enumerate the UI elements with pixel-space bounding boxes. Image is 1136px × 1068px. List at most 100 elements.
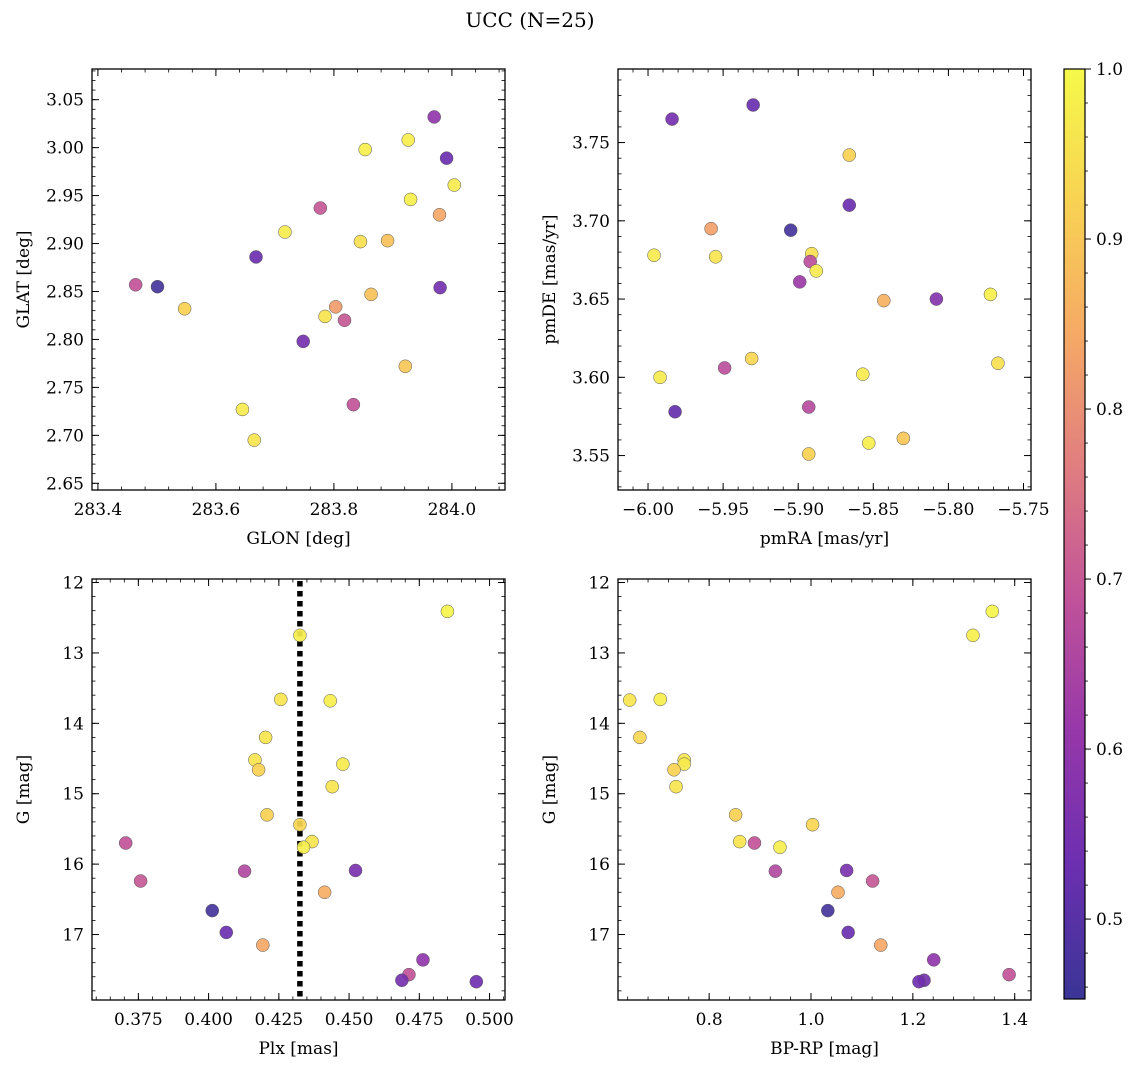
y-tick-label: 17: [62, 926, 84, 946]
scatter-point: [653, 692, 668, 707]
x-tick-label: −5.80: [922, 500, 974, 520]
scatter-point: [668, 404, 682, 419]
scatter-point: [665, 112, 679, 126]
scatter-point: [133, 874, 148, 888]
scatter-point: [260, 808, 274, 822]
scatter-point: [805, 817, 820, 832]
y-tick-label: 16: [62, 855, 84, 875]
scatter-point: [328, 300, 343, 314]
scatter-point: [669, 779, 683, 794]
y-axis-label: G [mag]: [14, 755, 34, 824]
y-tick-label: 2.90: [46, 235, 84, 255]
plot-frame: [617, 578, 1032, 1001]
scatter-point: [177, 301, 192, 316]
y-tick-label: 17: [588, 926, 610, 946]
scatter-point: [809, 264, 823, 278]
y-tick-label: 2.70: [46, 426, 84, 446]
scatter-point: [433, 280, 447, 295]
scatter-point: [926, 953, 941, 967]
scatter-point: [346, 397, 361, 412]
panel-pmra-pmde: −6.00 −5.95 −5.90 −5.85 −5.80 −5.75 3.55 3.60 3.…: [540, 68, 1050, 549]
scatter-point: [427, 110, 441, 124]
y-tick-label: 3.70: [572, 212, 610, 232]
x-tick-label: 0.8: [696, 1010, 723, 1030]
scatter-point: [622, 693, 637, 707]
x-axis-label: BP-RP [mag]: [770, 1039, 879, 1059]
x-tick-label: 0.475: [395, 1010, 444, 1030]
x-tick-label: 1.0: [797, 1010, 824, 1030]
plot-frame: [617, 68, 1032, 491]
scatter-point: [416, 953, 430, 967]
scatter-point: [274, 692, 288, 707]
scatter-point: [395, 973, 409, 988]
x-tick-label: 1.4: [1001, 1010, 1028, 1030]
x-tick-label: 0.500: [465, 1010, 514, 1030]
scatter-point: [653, 370, 667, 385]
scatter-point: [877, 293, 891, 308]
scatter-point: [432, 208, 447, 222]
scatter-point: [792, 275, 807, 289]
y-tick-label: 2.65: [46, 474, 84, 494]
scatter-point: [783, 223, 798, 237]
scatter-point: [801, 447, 816, 461]
scatter-point: [440, 604, 455, 619]
y-tick-label: 12: [588, 574, 610, 594]
scatter-point: [247, 433, 261, 447]
scatter-point: [219, 925, 234, 940]
y-tick-label: 13: [62, 644, 84, 664]
panel-bprp-g: 0.8 1.0 1.2 1.4 12 13 14 15 16 17 BP-RP [mag] G [ma…: [540, 574, 1032, 1059]
x-axis-label: GLON [deg]: [246, 529, 350, 549]
scatter-point: [839, 863, 854, 878]
scatter-point: [647, 248, 661, 262]
scatter-point: [358, 142, 372, 157]
scatter-point: [398, 359, 413, 374]
x-tick-label: 283.8: [310, 500, 359, 520]
scatter-point: [746, 98, 760, 112]
scatter-point: [728, 808, 743, 822]
scatter-point: [336, 757, 350, 771]
scatter-point: [337, 313, 352, 328]
scatter-point: [747, 836, 762, 850]
y-tick-label: 16: [588, 855, 610, 875]
scatter-point: [469, 974, 484, 989]
x-tick-label: 0.375: [114, 1010, 163, 1030]
scatter-point: [983, 287, 998, 302]
scatter-point: [237, 864, 252, 878]
colorbar: 0.5 0.6 0.7 0.8 0.9 1.0: [1063, 60, 1123, 1000]
scatter-point: [929, 292, 944, 306]
scatter-point: [633, 730, 647, 745]
scatter-point: [401, 133, 415, 147]
scatter-point: [896, 431, 911, 446]
y-tick-label: 15: [62, 785, 84, 805]
scatter-point: [821, 903, 835, 918]
colorbar-tick-label: 0.9: [1096, 230, 1123, 250]
scatter-point: [235, 402, 250, 417]
scatter-point: [380, 233, 395, 248]
y-tick-label: 2.80: [46, 330, 84, 350]
y-tick-label: 14: [62, 714, 84, 734]
scatter-point: [256, 938, 270, 952]
scatter-point: [249, 250, 263, 264]
x-axis-label: pmRA [mas/yr]: [760, 529, 889, 549]
y-tick-label: 3.60: [572, 368, 610, 388]
y-axis-label: G [mag]: [540, 755, 560, 824]
y-tick-label: 3.05: [46, 91, 84, 111]
scatter-point: [768, 864, 783, 878]
x-tick-label: 0.425: [254, 1010, 303, 1030]
x-tick-label: 283.4: [74, 500, 123, 520]
scatter-point: [278, 225, 292, 239]
colorbar-tick-label: 0.6: [1096, 740, 1123, 760]
plot-frame: [91, 68, 506, 491]
scatter-point: [991, 356, 1005, 370]
scatter-point: [862, 436, 876, 450]
y-tick-label: 2.85: [46, 282, 84, 302]
scatter-point: [348, 863, 363, 878]
y-tick-label: 14: [588, 714, 610, 734]
y-tick-label: 13: [588, 644, 610, 664]
y-tick-label: 3.65: [572, 290, 610, 310]
colorbar-gradient: [1063, 68, 1086, 1000]
scatter-point: [251, 763, 266, 777]
y-tick-label: 3.55: [572, 447, 610, 467]
scatter-point: [667, 763, 681, 777]
scatter-point: [801, 400, 816, 414]
